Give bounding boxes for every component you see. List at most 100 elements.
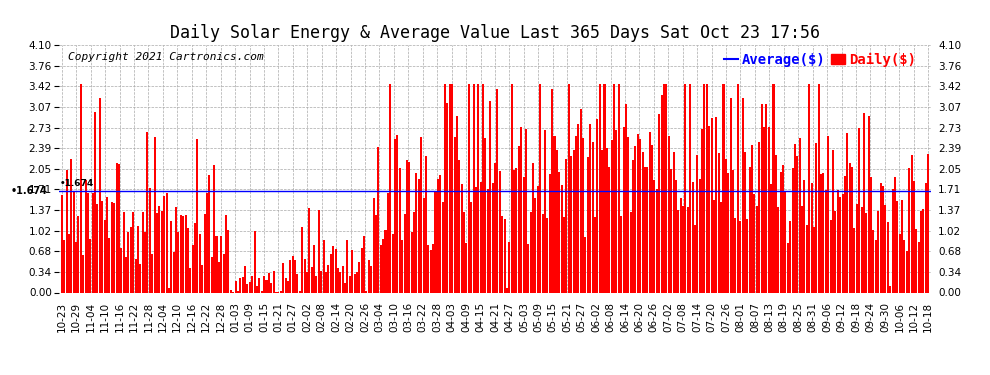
Bar xyxy=(180,215,182,292)
Bar xyxy=(282,263,284,292)
Bar xyxy=(767,128,770,292)
Bar xyxy=(416,172,418,292)
Bar xyxy=(877,211,879,292)
Bar xyxy=(137,226,139,292)
Bar xyxy=(384,230,386,292)
Bar xyxy=(472,84,474,292)
Bar xyxy=(444,84,446,292)
Bar xyxy=(804,180,806,292)
Bar xyxy=(223,254,225,292)
Bar xyxy=(742,98,743,292)
Bar xyxy=(260,291,262,292)
Bar xyxy=(247,284,248,292)
Bar xyxy=(840,198,842,292)
Bar xyxy=(870,177,872,292)
Bar xyxy=(370,266,372,292)
Bar xyxy=(760,104,762,292)
Bar xyxy=(828,136,830,292)
Bar xyxy=(542,214,544,292)
Bar xyxy=(446,104,448,292)
Bar xyxy=(911,155,913,292)
Bar xyxy=(184,215,186,292)
Bar xyxy=(140,264,142,292)
Bar xyxy=(696,154,698,292)
Bar xyxy=(532,164,534,292)
Bar xyxy=(158,206,160,292)
Bar xyxy=(667,136,670,292)
Bar xyxy=(570,156,572,292)
Bar xyxy=(70,159,72,292)
Bar xyxy=(142,212,144,292)
Bar xyxy=(846,134,848,292)
Bar xyxy=(458,160,460,292)
Bar xyxy=(428,245,430,292)
Bar xyxy=(377,147,379,292)
Bar xyxy=(340,272,342,292)
Bar xyxy=(168,288,170,292)
Bar xyxy=(320,271,323,292)
Bar xyxy=(356,272,358,292)
Bar xyxy=(640,140,642,292)
Bar xyxy=(170,220,172,292)
Bar xyxy=(382,240,384,292)
Bar xyxy=(199,234,201,292)
Bar xyxy=(299,291,301,292)
Bar xyxy=(630,212,632,292)
Bar xyxy=(440,175,442,292)
Bar xyxy=(813,227,815,292)
Bar xyxy=(270,283,272,292)
Bar xyxy=(208,175,210,292)
Bar xyxy=(601,150,603,292)
Bar xyxy=(248,282,250,292)
Bar xyxy=(604,84,606,292)
Bar xyxy=(782,165,784,292)
Bar xyxy=(599,84,601,292)
Bar xyxy=(311,267,313,292)
Bar xyxy=(830,220,832,292)
Bar xyxy=(420,136,422,292)
Bar xyxy=(220,236,223,292)
Bar xyxy=(553,136,555,292)
Bar xyxy=(516,168,518,292)
Bar xyxy=(765,104,767,292)
Bar xyxy=(699,180,701,292)
Bar xyxy=(648,132,650,292)
Bar xyxy=(665,84,667,292)
Bar xyxy=(240,278,242,292)
Bar xyxy=(65,170,67,292)
Bar xyxy=(387,193,389,292)
Bar xyxy=(153,136,155,292)
Bar xyxy=(875,240,877,292)
Bar xyxy=(704,84,706,292)
Bar xyxy=(577,124,579,292)
Bar xyxy=(906,251,908,292)
Bar xyxy=(508,242,510,292)
Bar xyxy=(263,276,265,292)
Bar xyxy=(855,204,857,292)
Bar xyxy=(558,172,560,292)
Bar xyxy=(746,219,748,292)
Bar xyxy=(108,238,111,292)
Bar xyxy=(237,291,239,292)
Bar xyxy=(904,240,906,292)
Bar xyxy=(437,180,439,292)
Bar xyxy=(345,283,346,292)
Bar xyxy=(480,182,482,292)
Bar xyxy=(82,255,84,292)
Bar xyxy=(392,234,394,292)
Bar xyxy=(784,192,786,292)
Bar xyxy=(687,207,689,292)
Bar xyxy=(908,168,910,292)
Bar xyxy=(816,142,818,292)
Bar xyxy=(613,84,615,292)
Bar xyxy=(451,84,453,292)
Bar xyxy=(528,244,530,292)
Bar xyxy=(513,170,515,292)
Bar xyxy=(213,165,215,292)
Bar xyxy=(280,291,282,292)
Bar xyxy=(375,215,377,292)
Bar xyxy=(453,137,455,292)
Bar xyxy=(732,170,734,292)
Bar xyxy=(148,188,150,292)
Bar xyxy=(523,177,525,292)
